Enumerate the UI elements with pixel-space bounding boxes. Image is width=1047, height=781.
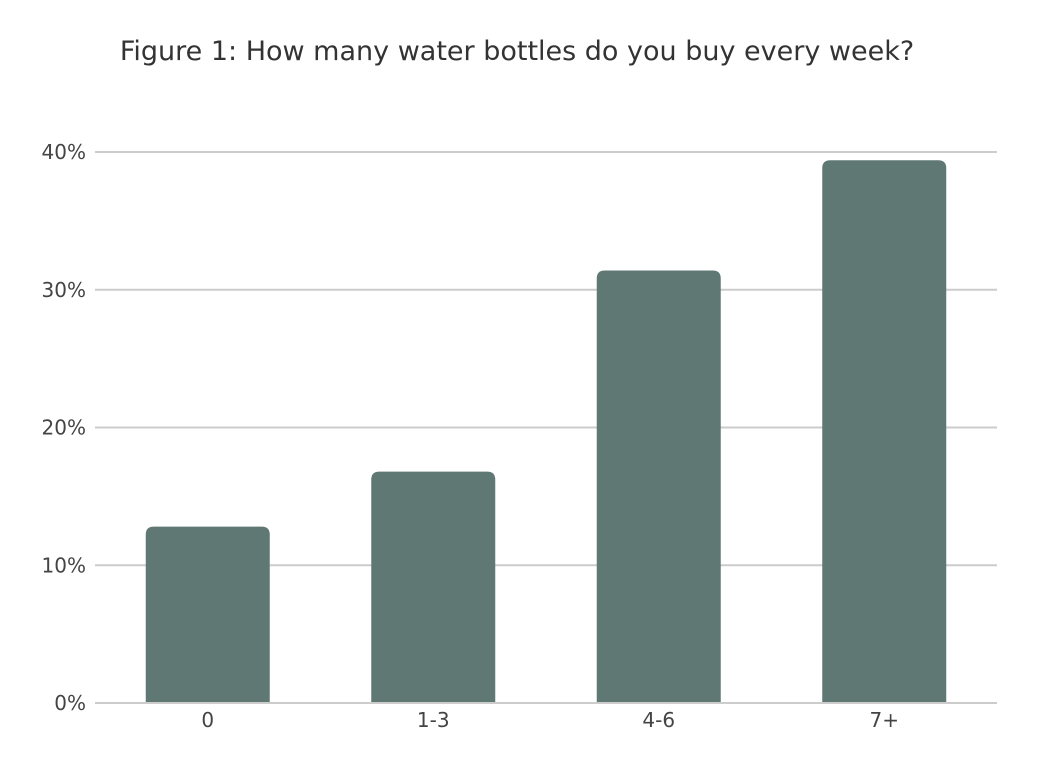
y-axis-tick-labels: 0% 10% 20% 30% 40% xyxy=(42,140,86,715)
y-tick-label: 10% xyxy=(42,553,86,577)
bar-1-3 xyxy=(371,471,496,703)
bar-7+ xyxy=(822,160,947,703)
x-tick-label: 0 xyxy=(201,708,214,732)
x-tick-label: 4-6 xyxy=(642,708,675,732)
x-tick-label: 1-3 xyxy=(417,708,450,732)
bars xyxy=(145,160,947,703)
y-tick-label: 20% xyxy=(42,416,86,440)
bar-4-6 xyxy=(596,270,721,703)
bar-0 xyxy=(145,526,270,703)
chart-title: Figure 1: How many water bottles do you … xyxy=(120,36,914,67)
x-axis-tick-labels: 0 1-3 4-6 7+ xyxy=(201,708,899,732)
x-tick-label: 7+ xyxy=(870,708,899,732)
y-tick-label: 40% xyxy=(42,140,86,164)
y-tick-label: 30% xyxy=(42,278,86,302)
y-tick-label: 0% xyxy=(54,691,86,715)
